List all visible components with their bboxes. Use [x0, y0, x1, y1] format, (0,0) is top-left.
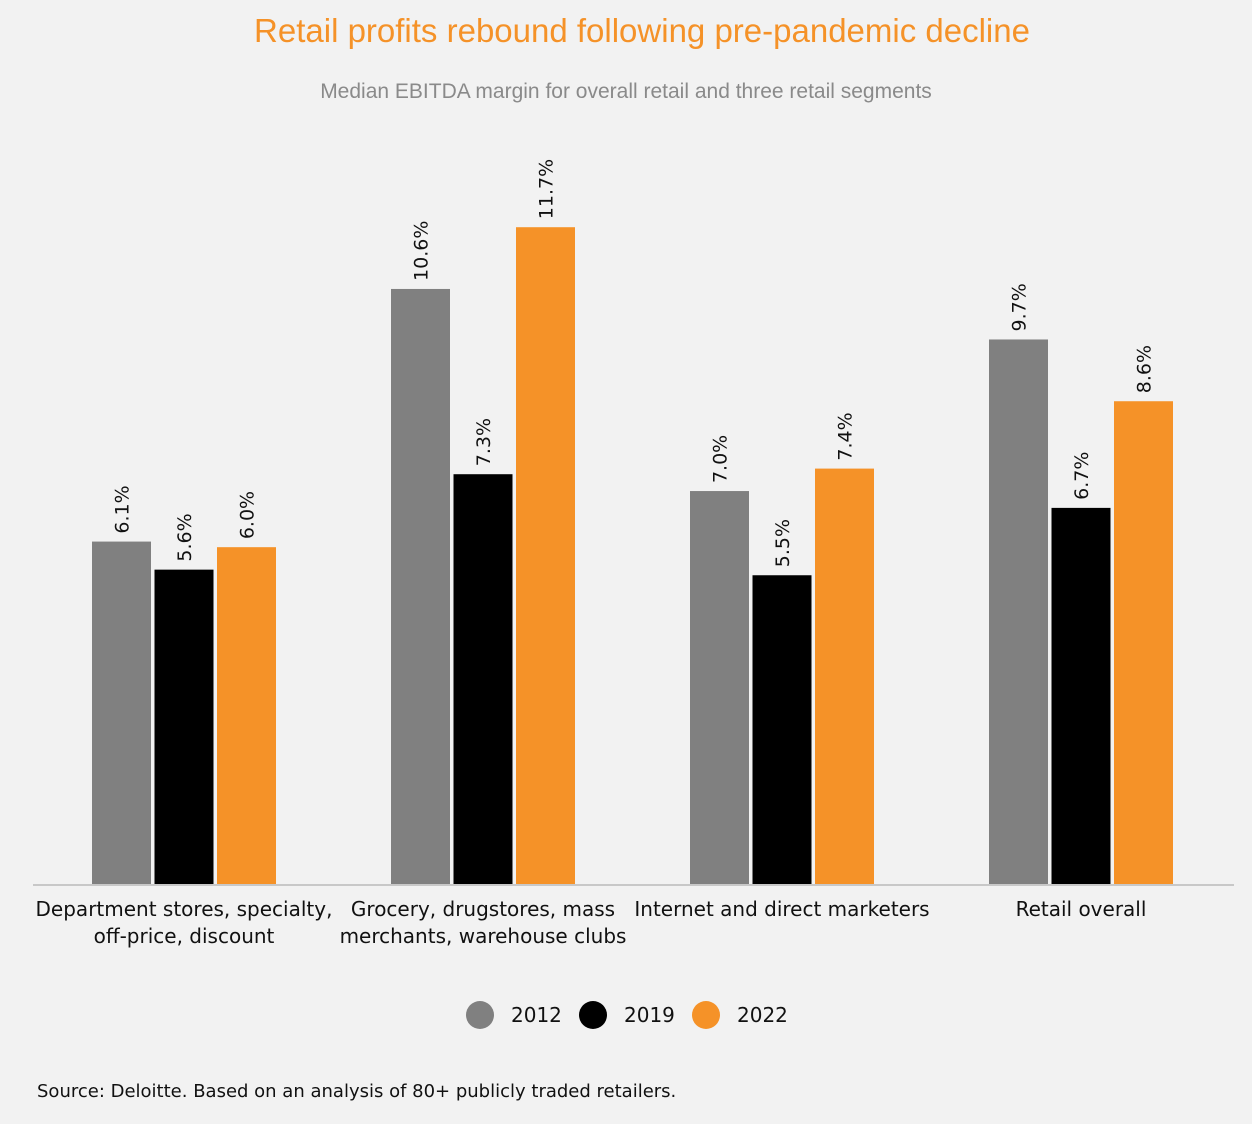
bar-2012-3 [690, 491, 749, 884]
legend-marker-2019 [579, 1001, 607, 1029]
legend: 2012 2019 2022 [466, 1001, 788, 1029]
bar-2012-4 [989, 339, 1048, 884]
bar-2019-1 [154, 569, 214, 884]
bars-group [92, 227, 1173, 885]
legend-label-2019: 2019 [624, 1003, 675, 1027]
bar-2022-3 [815, 468, 874, 884]
data-labels-group: 6.1% 5.6% 6.0% 10.6% 7.3% 11.7% 7.0% 5.5% 7.4% 9.… [112, 159, 1156, 567]
data-label-2012-1: 6.1% [112, 485, 134, 533]
legend-label-2012: 2012 [511, 1003, 562, 1027]
data-label-2022-4: 8.6% [1134, 345, 1156, 393]
category-label-1-line-1: Department stores, specialty, [36, 897, 333, 921]
data-label-2019-2: 7.3% [473, 418, 495, 466]
data-label-2022-1: 6.0% [237, 491, 259, 539]
chart-title: Retail profits rebound following pre-pan… [254, 12, 1030, 49]
data-label-2019-3: 5.5% [772, 519, 794, 567]
bar-2022-4 [1114, 401, 1173, 884]
category-label-2-line-1: Grocery, drugstores, mass [351, 897, 615, 921]
legend-label-2022: 2022 [737, 1003, 788, 1027]
data-label-2022-2: 11.7% [536, 159, 558, 219]
bar-2019-2 [453, 474, 513, 884]
category-labels-group: Department stores, specialty, off-price, … [36, 897, 1147, 948]
category-label-4: Retail overall [1016, 897, 1147, 921]
bar-2022-2 [516, 227, 575, 885]
bar-2012-1 [92, 541, 151, 884]
data-label-2012-4: 9.7% [1009, 283, 1031, 331]
data-label-2012-3: 7.0% [710, 435, 732, 483]
category-label-2-line-2: merchants, warehouse clubs [340, 924, 627, 948]
data-label-2019-4: 6.7% [1071, 452, 1093, 500]
bar-2012-2 [391, 288, 450, 884]
category-label-1-line-2: off-price, discount [94, 924, 275, 948]
legend-marker-2022 [692, 1001, 720, 1029]
legend-marker-2012 [466, 1001, 494, 1029]
source-note: Source: Deloitte. Based on an analysis o… [37, 1081, 677, 1102]
data-label-2012-2: 10.6% [411, 221, 433, 281]
data-label-2022-3: 7.4% [835, 412, 857, 460]
bar-2019-4 [1051, 507, 1111, 884]
bar-2022-1 [217, 547, 276, 884]
data-label-2019-1: 5.6% [174, 513, 196, 561]
chart-subtitle: Median EBITDA margin for overall retail … [320, 80, 932, 103]
category-label-3: Internet and direct marketers [634, 897, 929, 921]
bar-2019-3 [752, 575, 812, 884]
